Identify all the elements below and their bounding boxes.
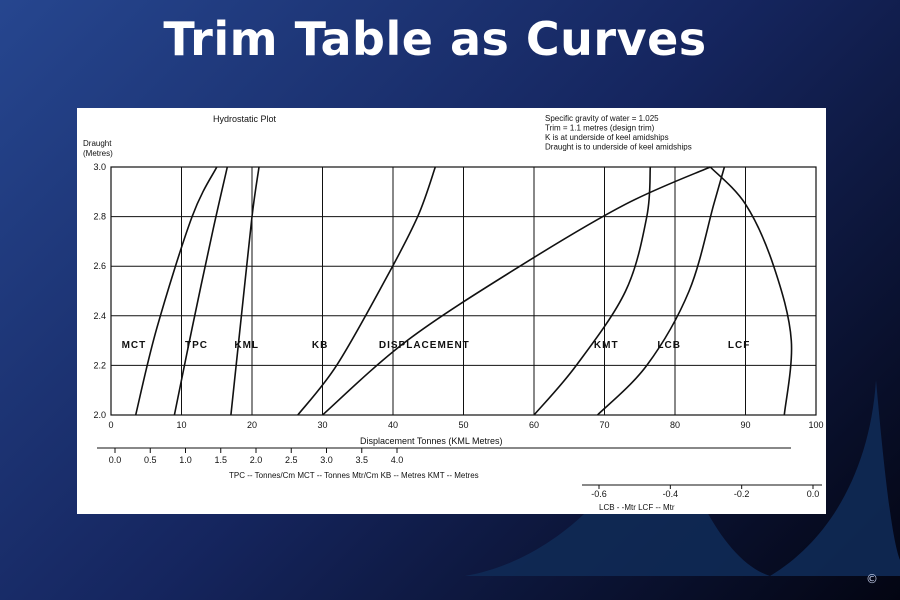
series-label-lcf: LCF [728,340,750,351]
x-tick-label: 90 [740,420,750,430]
series-line-kml [230,166,260,416]
hydrostatic-chart: 0 10 20 30 40 50 60 70 80 90 100 2.0 2.2 2.4 2.6 2.8 3.0… [83,114,824,512]
series-lines [134,166,793,416]
series-line-lcf [709,166,793,416]
x-tick-label: 80 [670,420,680,430]
tertiary-axis-label: LCB - -Mtr LCF -- Mtr [599,503,675,512]
secondary-axis-tick-label: 1.5 [214,455,227,465]
series-line-lcb [596,166,726,416]
series-line-kb [297,166,437,416]
chart-note: Specific gravity of water = 1.025 [545,114,659,123]
y-tick-label: 2.6 [93,261,106,271]
secondary-axis-tick-label: 4.0 [391,455,404,465]
secondary-axis-tick-label: 3.5 [355,455,368,465]
secondary-axis-tick-label: 3.0 [320,455,333,465]
series-line-mct [134,166,218,416]
x-tick-label: 40 [388,420,398,430]
x-axis-label: Displacement Tonnes (KML Metres) [360,436,503,446]
secondary-axis-tick-label: 2.5 [285,455,298,465]
chart-note: Trim = 1.1 metres (design trim) [545,124,655,133]
x-tick-label: 10 [176,420,186,430]
chart-text: 0 10 20 30 40 50 60 70 80 90 100 2.0 2.2 2.4 2.6 2.8 3.0… [83,114,824,512]
secondary-axis-tick-label: 2.0 [250,455,263,465]
series-label-kb: KB [312,340,328,351]
series-line-tpc [173,166,229,416]
series-label-kml: KML [234,340,259,351]
secondary-axis-tick-label: 0.5 [144,455,157,465]
series-label-tpc: TPC [185,340,208,351]
y-tick-label: 2.8 [93,212,106,222]
x-tick-label: 20 [247,420,257,430]
chart-note: Draught is to underside of keel amidship… [545,143,692,152]
series-label-displacement: DISPLACEMENT [379,340,470,351]
tertiary-axis-tick-label: -0.2 [734,489,750,499]
secondary-axis-tick-label: 1.0 [179,455,192,465]
chart-title: Hydrostatic Plot [213,114,277,124]
series-label-mct: MCT [122,340,147,351]
secondary-axis-label: TPC -- Tonnes/Cm MCT -- Tonnes Mtr/Cm KB… [229,471,479,480]
x-tick-label: 30 [317,420,327,430]
x-tick-label: 0 [108,420,113,430]
y-tick-label: 2.2 [93,360,106,370]
x-tick-label: 70 [599,420,609,430]
y-tick-label: 2.0 [93,410,106,420]
tertiary-axis-tick-label: 0.0 [807,489,820,499]
tertiary-axis-tick-label: -0.4 [663,489,679,499]
series-line-kmt [533,166,652,416]
secondary-axis-tick-label: 0.0 [109,455,122,465]
x-tick-label: 100 [808,420,823,430]
y-axis-label: (Metres) [83,149,113,158]
y-axis-label: Draught [83,139,112,148]
series-label-lcb: LCB [657,340,681,351]
wave-shape [770,380,900,576]
slide-title: Trim Table as Curves [163,12,707,66]
y-tick-label: 2.4 [93,311,106,321]
grid [97,166,822,489]
x-tick-label: 60 [529,420,539,430]
y-tick-label: 3.0 [93,162,106,172]
x-tick-label: 50 [458,420,468,430]
series-label-kmt: KMT [594,340,619,351]
tertiary-axis-tick-label: -0.6 [591,489,607,499]
series-line-displacement [321,166,711,416]
hydrostatic-plot-panel: 0 10 20 30 40 50 60 70 80 90 100 2.0 2.2 2.4 2.6 2.8 3.0… [77,108,826,514]
copyright-symbol: © [866,572,878,586]
chart-note: K is at underside of keel amidships [545,133,669,142]
